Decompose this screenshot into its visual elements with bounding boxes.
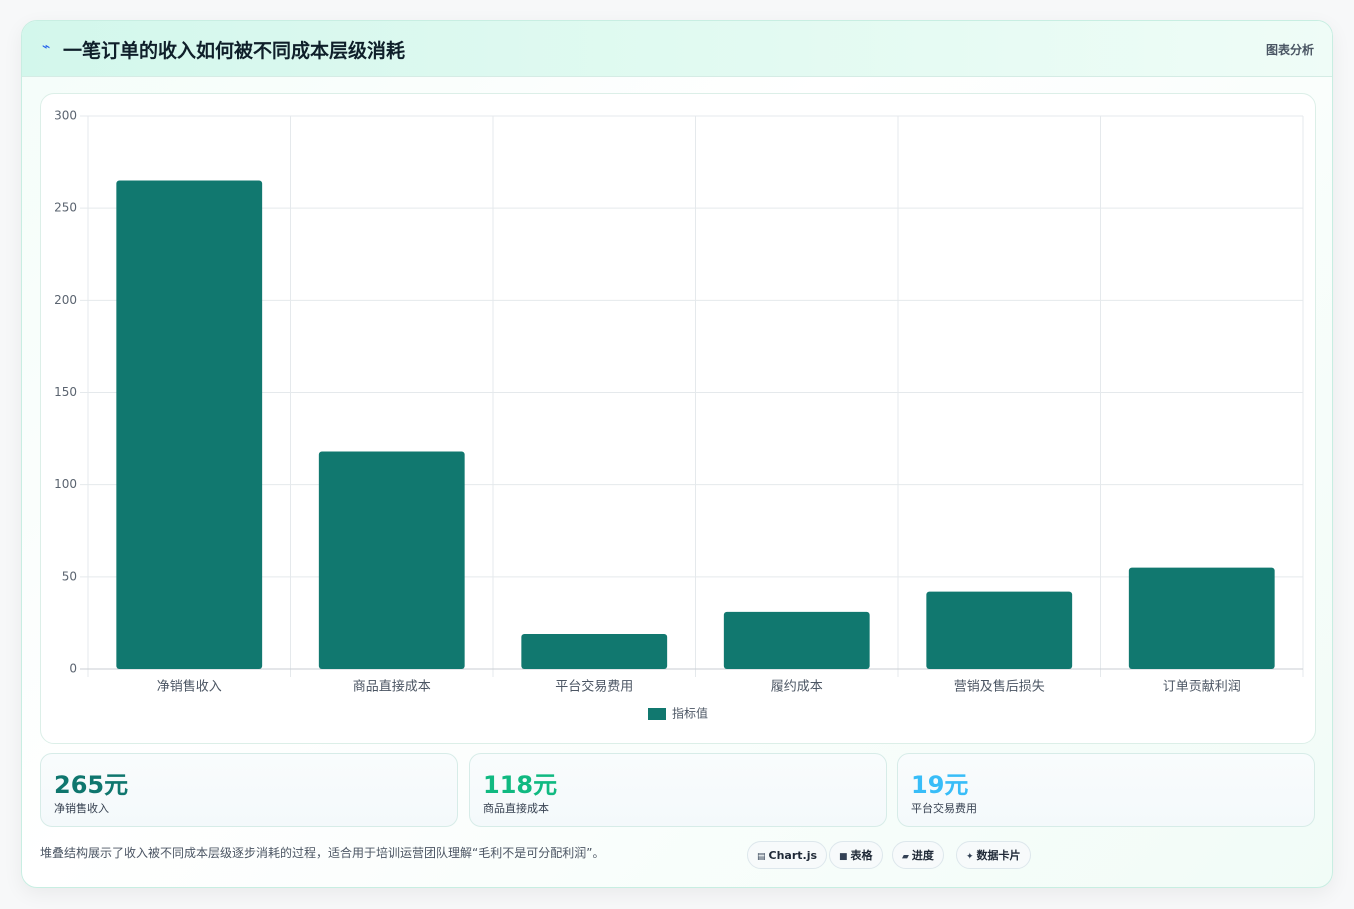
bar [116, 180, 263, 669]
header-icon: ⌁ [42, 39, 51, 55]
tag[interactable]: ▤ Chart.js [747, 841, 828, 869]
x-tick-label: 营销及售后损失 [954, 679, 1045, 695]
stat-label: 商品直接成本 [483, 802, 549, 815]
tag[interactable]: ▰ 进度 [892, 841, 944, 869]
bar [926, 591, 1073, 669]
y-tick-label: 50 [62, 569, 77, 583]
bar [1128, 567, 1275, 669]
card-header: ⌁ 一笔订单的收入如何被不同成本层级消耗 图表分析 [22, 21, 1332, 77]
y-tick-label: 100 [54, 477, 77, 491]
stat-value: 118元 [483, 771, 558, 799]
bar [521, 633, 668, 669]
legend-label: 指标值 [672, 706, 708, 721]
x-tick-label: 净销售收入 [157, 679, 222, 695]
footer-note: 堆叠结构展示了收入被不同成本层级逐步消耗的过程，适合用于培训运营团队理解“毛利不… [40, 846, 605, 860]
bar [318, 451, 465, 669]
stat-card: 118元 商品直接成本 [469, 753, 887, 827]
chart-panel: 0 50 100 150 200 250 300 净销售收入 商品直接成本 平台交易费用 履约成本 营… [40, 93, 1316, 744]
header-label: 图表分析 [1265, 43, 1314, 57]
x-tick-label: 平台交易费用 [555, 679, 633, 695]
stat-value: 19元 [911, 771, 969, 799]
y-tick-label: 200 [54, 293, 77, 307]
x-tick-label: 商品直接成本 [353, 679, 431, 695]
x-tick-label: 订单贡献利润 [1163, 680, 1241, 695]
tag-label: 进度 [911, 849, 934, 862]
y-tick-label: 250 [54, 201, 77, 215]
stat-label: 净销售收入 [54, 802, 109, 815]
y-tick-label: 300 [54, 109, 77, 123]
tag[interactable]: ✦ 数据卡片 [956, 841, 1031, 869]
y-tick-label: 150 [54, 385, 77, 399]
y-tick-label: 0 [69, 662, 77, 676]
chart: 0 50 100 150 200 250 300 净销售收入 商品直接成本 平台交易费用 履约成本 营… [54, 109, 1304, 721]
bar [723, 611, 870, 669]
chart-card: ⌁ 一笔订单的收入如何被不同成本层级消耗 图表分析 0 50 100 150 200 25… [21, 20, 1333, 888]
legend-swatch [648, 708, 666, 720]
x-tick-label: 履约成本 [771, 680, 823, 695]
stat-value: 265元 [54, 771, 129, 799]
stat-card: 265元 净销售收入 [40, 753, 458, 827]
tag[interactable]: ■ 表格 [829, 841, 883, 869]
stat-card: 19元 平台交易费用 [897, 753, 1315, 827]
tag-label: 数据卡片 [976, 849, 1021, 862]
tag-label: Chart.js [768, 849, 818, 862]
tag-label: 表格 [850, 849, 873, 862]
card-title: 一笔订单的收入如何被不同成本层级消耗 [63, 40, 406, 62]
stat-label: 平台交易费用 [911, 802, 977, 815]
